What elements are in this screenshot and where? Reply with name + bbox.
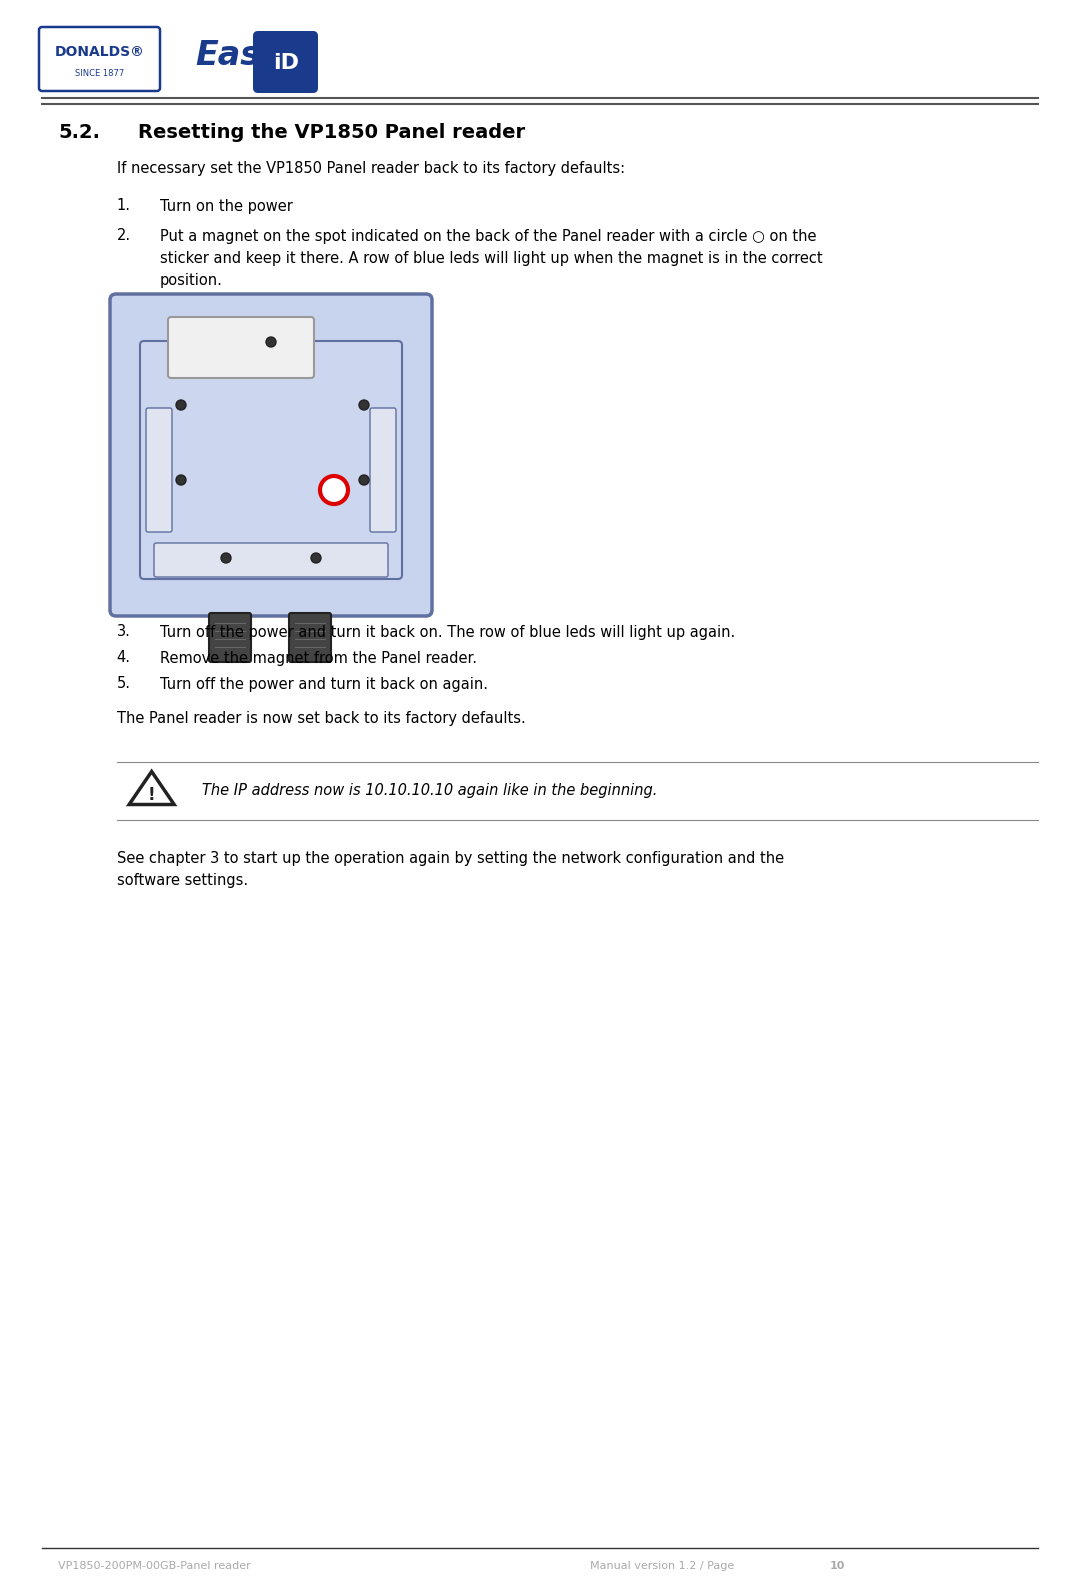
Text: 10: 10 — [831, 1561, 846, 1572]
Text: Turn off the power and turn it back on. The row of blue leds will light up again: Turn off the power and turn it back on. … — [160, 625, 735, 639]
Text: Manual version 1.2 / Page: Manual version 1.2 / Page — [590, 1561, 738, 1572]
Text: If necessary set the VP1850 Panel reader back to its factory defaults:: If necessary set the VP1850 Panel reader… — [117, 160, 624, 176]
Text: 1.: 1. — [117, 198, 131, 214]
FancyBboxPatch shape — [154, 542, 388, 577]
Text: 3.: 3. — [117, 625, 131, 639]
FancyBboxPatch shape — [370, 408, 396, 531]
Text: position.: position. — [160, 273, 222, 287]
Text: 5.2.: 5.2. — [58, 122, 100, 141]
Text: !: ! — [148, 787, 156, 804]
Text: Turn on the power: Turn on the power — [160, 198, 293, 214]
Text: Put a magnet on the spot indicated on the back of the Panel reader with a circle: Put a magnet on the spot indicated on th… — [160, 228, 816, 244]
Circle shape — [359, 400, 369, 411]
Circle shape — [266, 336, 276, 347]
FancyBboxPatch shape — [140, 341, 402, 579]
Text: See chapter 3 to start up the operation again by setting the network configurati: See chapter 3 to start up the operation … — [117, 850, 784, 866]
Text: DONALDS®: DONALDS® — [55, 44, 145, 59]
FancyBboxPatch shape — [39, 27, 160, 90]
Circle shape — [359, 474, 369, 485]
FancyBboxPatch shape — [110, 293, 432, 615]
Text: software settings.: software settings. — [117, 872, 247, 888]
Text: SINCE 1877: SINCE 1877 — [76, 68, 124, 78]
FancyBboxPatch shape — [146, 408, 172, 531]
Text: 2.: 2. — [117, 228, 131, 244]
Circle shape — [311, 554, 321, 563]
Text: 4.: 4. — [117, 650, 131, 666]
Text: Remove the magnet from the Panel reader.: Remove the magnet from the Panel reader. — [160, 650, 477, 666]
Circle shape — [221, 554, 231, 563]
Text: The Panel reader is now set back to its factory defaults.: The Panel reader is now set back to its … — [117, 711, 525, 725]
FancyBboxPatch shape — [210, 614, 251, 661]
Text: The IP address now is 10.10.10.10 again like in the beginning.: The IP address now is 10.10.10.10 again … — [202, 783, 657, 798]
Circle shape — [176, 400, 186, 411]
Circle shape — [176, 474, 186, 485]
FancyBboxPatch shape — [253, 32, 318, 94]
Text: iD: iD — [273, 52, 299, 73]
Text: Turn off the power and turn it back on again.: Turn off the power and turn it back on a… — [160, 677, 488, 691]
FancyBboxPatch shape — [168, 317, 314, 377]
Text: Resetting the VP1850 Panel reader: Resetting the VP1850 Panel reader — [138, 122, 525, 141]
Text: VP1850-200PM-00GB-Panel reader: VP1850-200PM-00GB-Panel reader — [58, 1561, 251, 1572]
Circle shape — [320, 476, 348, 504]
FancyBboxPatch shape — [289, 614, 330, 661]
Text: sticker and keep it there. A row of blue leds will light up when the magnet is i: sticker and keep it there. A row of blue… — [160, 251, 823, 265]
Polygon shape — [130, 771, 174, 804]
Text: Easy: Easy — [195, 38, 282, 71]
Text: 5.: 5. — [117, 677, 131, 691]
